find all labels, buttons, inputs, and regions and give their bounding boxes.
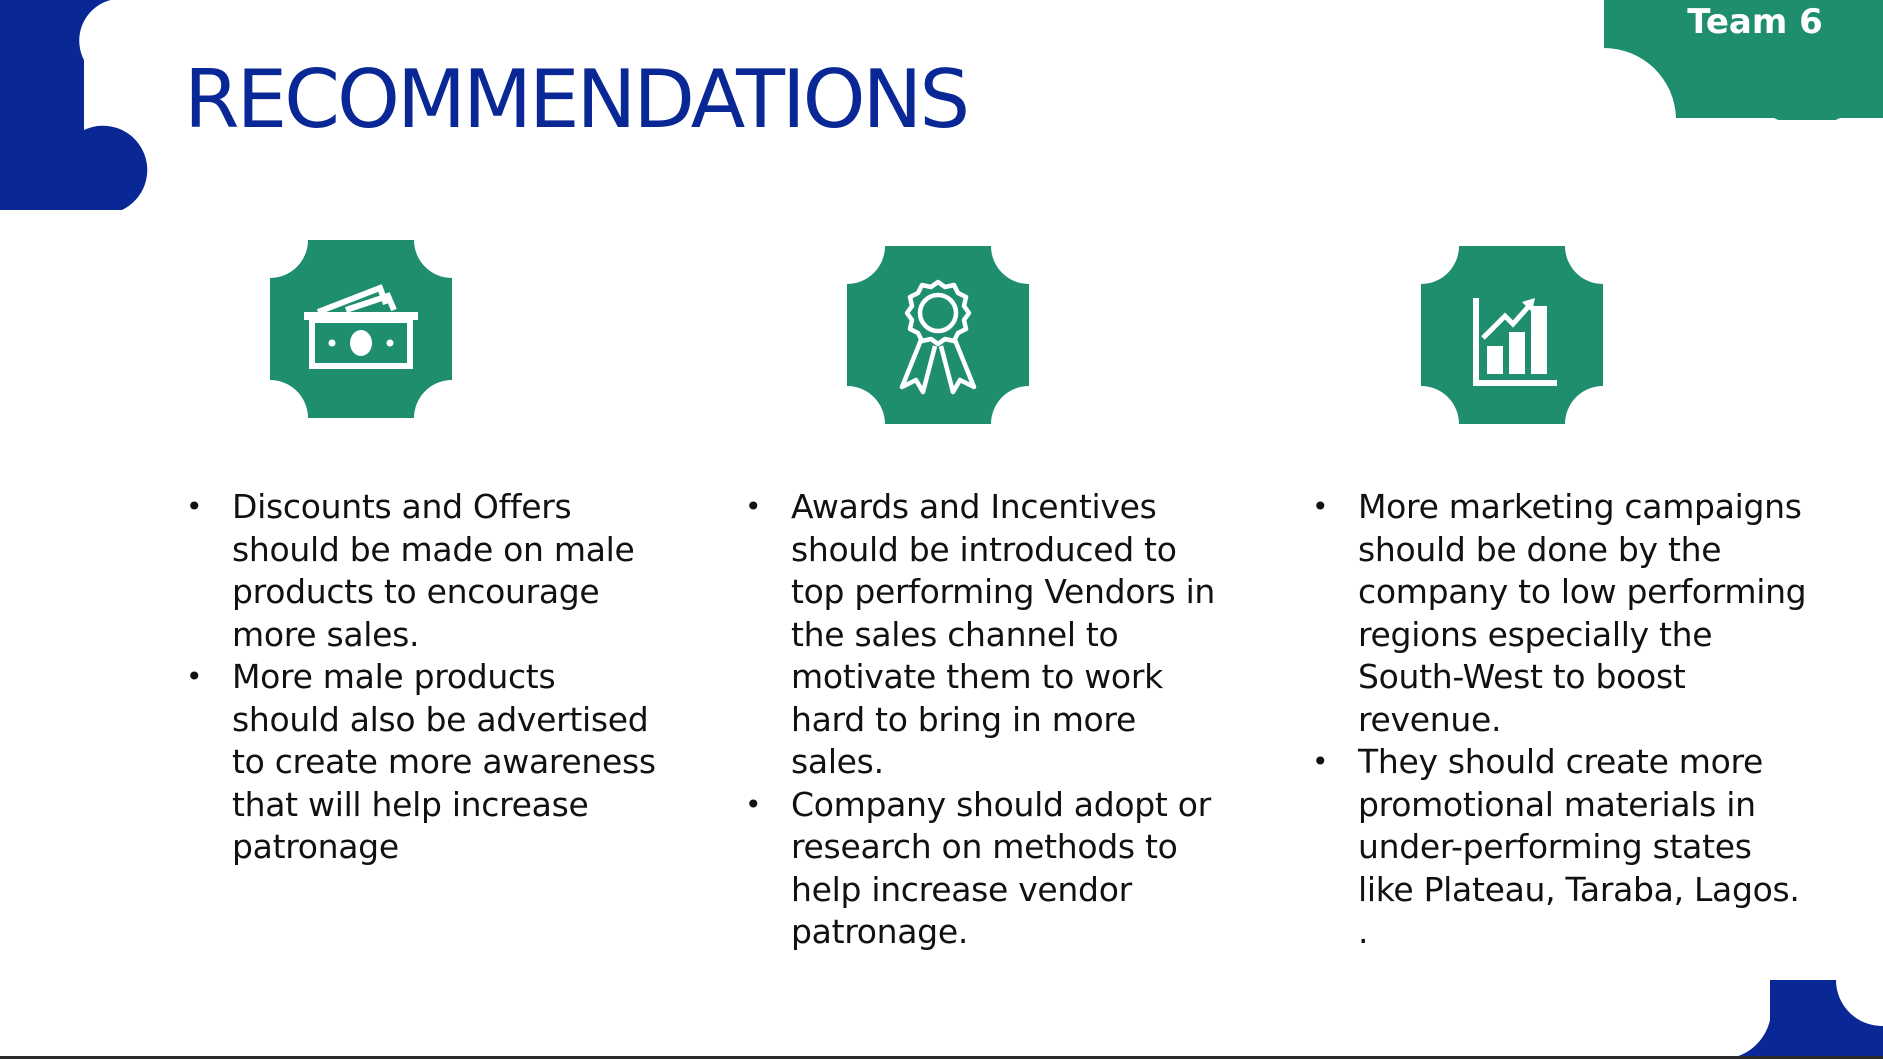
bullet-text: Awards and Incentives should be introduc… <box>791 487 1216 781</box>
team-label: Team 6 <box>1687 2 1823 42</box>
bullet-text: Company should adopt or research on meth… <box>791 784 1211 952</box>
bullet-text: More male products should also be advert… <box>232 657 656 866</box>
bullet-text: They should create more promotional mate… <box>1358 742 1800 951</box>
bullet-marker: • <box>1312 490 1329 523</box>
list-item: • More male products should also be adve… <box>186 656 666 869</box>
recommendation-column-2: • Awards and Incentives should be introd… <box>745 486 1225 954</box>
list-item: • Awards and Incentives should be introd… <box>745 486 1225 784</box>
page-title: RECOMMENDATIONS <box>184 53 970 146</box>
bullet-list: • More marketing campaigns should be don… <box>1312 486 1812 954</box>
list-item: • Company should adopt or research on me… <box>745 784 1225 954</box>
corner-decoration-top-left <box>0 0 148 210</box>
bullet-marker: • <box>186 660 203 693</box>
bullet-marker: • <box>745 787 762 821</box>
recommendation-column-1: • Discounts and Offers should be made on… <box>186 486 666 869</box>
bullet-marker: • <box>745 490 762 523</box>
list-item: • They should create more promotional ma… <box>1312 741 1812 954</box>
award-ribbon-icon <box>847 246 1029 424</box>
list-item: • More marketing campaigns should be don… <box>1312 486 1812 741</box>
bullet-marker: • <box>1312 745 1329 778</box>
bullet-list: • Discounts and Offers should be made on… <box>186 486 666 869</box>
team-tab <box>1604 0 1883 120</box>
corner-decoration-bottom-right <box>1720 980 1883 1059</box>
bullet-text: More marketing campaigns should be done … <box>1358 487 1807 739</box>
money-bills-icon <box>270 240 452 418</box>
list-item: • Discounts and Offers should be made on… <box>186 486 666 656</box>
bullet-text: Discounts and Offers should be made on m… <box>232 487 635 654</box>
growth-chart-icon <box>1421 246 1603 424</box>
bullet-marker: • <box>186 490 203 523</box>
recommendation-column-3: • More marketing campaigns should be don… <box>1312 486 1812 954</box>
bullet-list: • Awards and Incentives should be introd… <box>745 486 1225 954</box>
bottom-border <box>0 1056 1883 1059</box>
